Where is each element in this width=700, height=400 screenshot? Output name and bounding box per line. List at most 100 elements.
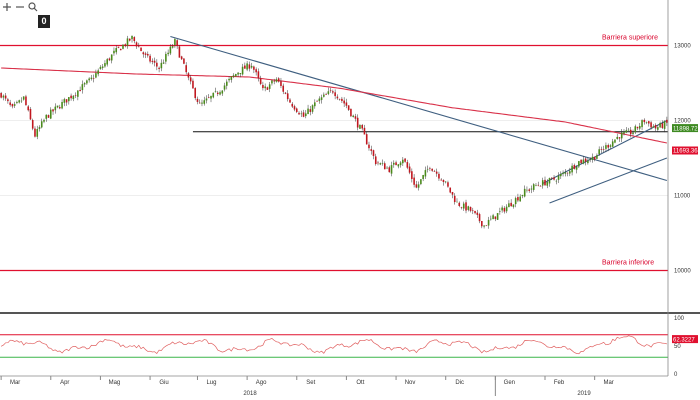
candle-body — [487, 219, 490, 226]
candle-body — [413, 177, 415, 185]
candle-body — [408, 166, 411, 173]
candle-body — [99, 66, 102, 70]
candle-body — [447, 182, 449, 187]
candle-body — [219, 92, 221, 95]
candle-body — [187, 73, 190, 78]
minus-icon[interactable] — [15, 2, 25, 12]
candle-body — [131, 35, 133, 40]
candle-body — [332, 91, 334, 93]
candle-body — [377, 162, 379, 164]
candle-body — [584, 158, 587, 162]
candle-body — [456, 201, 458, 203]
candle-body — [433, 171, 436, 172]
candle-body — [327, 91, 330, 94]
candle-body — [539, 185, 542, 187]
zoom-icon[interactable] — [28, 2, 38, 12]
rsi-panel — [0, 334, 668, 358]
candle-body — [661, 123, 664, 128]
candle-body — [226, 81, 228, 86]
candle-body — [198, 102, 201, 104]
candle-body — [160, 62, 163, 69]
candle-body — [178, 46, 181, 58]
rsi-value-label: 62.3227 — [673, 337, 695, 343]
candle-body — [239, 73, 242, 75]
candle-body — [623, 131, 625, 134]
candle-body — [587, 160, 589, 164]
candle-body — [596, 155, 598, 159]
candle-body — [652, 126, 655, 128]
candle-body — [607, 145, 609, 148]
candle-body — [74, 95, 77, 96]
candle-body — [521, 195, 524, 197]
candle-body — [469, 206, 472, 211]
candle-body — [508, 203, 510, 208]
candle-body — [156, 62, 158, 67]
candle-body — [600, 149, 603, 150]
candle-body — [541, 180, 544, 186]
candle-body — [395, 162, 397, 166]
candle-body — [304, 113, 307, 117]
candle-body — [334, 92, 336, 97]
candle-body — [77, 90, 79, 97]
candle-body — [512, 204, 515, 207]
candle-body — [368, 144, 370, 149]
grid — [0, 45, 700, 314]
candle-body — [277, 78, 280, 82]
candle-body — [426, 168, 429, 170]
plus-icon[interactable] — [2, 2, 12, 12]
candle-body — [431, 168, 433, 171]
candle-body — [52, 109, 54, 112]
candle-body — [424, 170, 427, 177]
candle-body — [113, 50, 115, 54]
candle-body — [63, 99, 66, 103]
candle-body — [201, 102, 203, 104]
candle-body — [293, 106, 296, 110]
barrier-label: Barriera superiore — [602, 35, 658, 42]
candle-body — [476, 212, 479, 215]
candle-body — [453, 195, 456, 203]
candle-body — [307, 108, 309, 115]
candle-body — [528, 189, 531, 191]
candle-body — [203, 100, 206, 104]
candle-body — [336, 96, 339, 99]
x-tick-label: Gen — [504, 380, 515, 386]
candle-body — [354, 116, 357, 119]
candle-body — [553, 177, 555, 180]
candle-body — [2, 95, 5, 98]
candle-body — [365, 134, 368, 145]
candle-body — [36, 129, 39, 137]
candle-body — [462, 203, 465, 209]
year-label: 2018 — [243, 391, 257, 397]
candle-body — [420, 179, 422, 185]
candle-body — [9, 102, 11, 105]
x-tick-label: Giu — [159, 380, 168, 386]
candle-body — [284, 92, 287, 94]
candle-body — [505, 206, 508, 212]
candle-body — [95, 73, 97, 78]
moving-average-line — [1, 67, 668, 144]
candle-body — [548, 178, 551, 184]
candle-body — [560, 173, 562, 177]
candle-body — [422, 174, 424, 180]
candle-body — [142, 52, 145, 55]
candle-body — [638, 125, 641, 129]
candle-body — [289, 99, 291, 103]
candle-body — [478, 214, 481, 222]
candle-body — [417, 184, 420, 188]
x-tick-label: Mar — [603, 380, 613, 386]
candle-body — [397, 164, 400, 167]
candle-body — [383, 163, 386, 170]
candle-body — [609, 145, 612, 147]
candle-body — [555, 180, 558, 182]
candle-body — [440, 179, 442, 181]
candle-body — [212, 92, 215, 98]
candle-body — [535, 185, 537, 186]
candle-body — [523, 188, 526, 197]
candle-body — [205, 98, 208, 101]
candle-body — [137, 46, 140, 48]
candle-body — [13, 104, 16, 106]
candle-body — [83, 83, 86, 85]
